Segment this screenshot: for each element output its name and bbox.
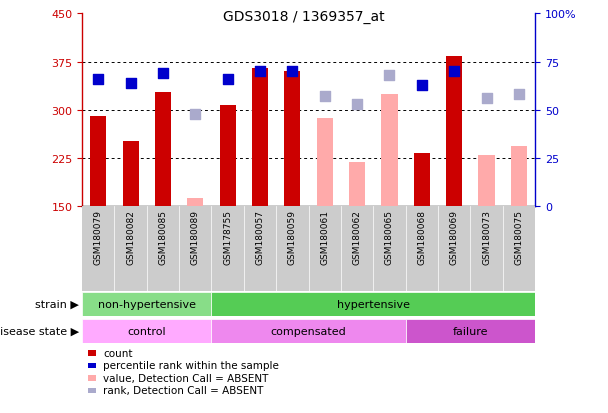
- Text: non-hypertensive: non-hypertensive: [98, 299, 196, 309]
- Bar: [511, 147, 527, 206]
- Point: [417, 82, 427, 89]
- Point: [352, 102, 362, 108]
- Point: [94, 76, 103, 83]
- Bar: [187, 198, 204, 206]
- Point: [449, 69, 459, 75]
- Text: GSM180065: GSM180065: [385, 210, 394, 265]
- Point: [288, 69, 297, 75]
- FancyBboxPatch shape: [212, 319, 406, 343]
- Bar: [252, 69, 268, 206]
- FancyBboxPatch shape: [82, 319, 212, 343]
- Text: GSM180085: GSM180085: [159, 210, 167, 265]
- Text: count: count: [103, 348, 133, 358]
- Bar: [413, 154, 430, 206]
- Point: [255, 69, 265, 75]
- Bar: [123, 141, 139, 206]
- Bar: [155, 93, 171, 206]
- Text: rank, Detection Call = ABSENT: rank, Detection Call = ABSENT: [103, 385, 264, 395]
- Text: hypertensive: hypertensive: [337, 299, 410, 309]
- Bar: [317, 119, 333, 206]
- Text: GSM180073: GSM180073: [482, 210, 491, 265]
- Point: [385, 73, 395, 79]
- Text: GSM180062: GSM180062: [353, 210, 362, 265]
- Text: value, Detection Call = ABSENT: value, Detection Call = ABSENT: [103, 373, 269, 383]
- Text: GSM180075: GSM180075: [514, 210, 523, 265]
- Text: GSM180089: GSM180089: [191, 210, 200, 265]
- Bar: [285, 72, 300, 206]
- Text: strain ▶: strain ▶: [35, 299, 79, 309]
- Text: GSM180079: GSM180079: [94, 210, 103, 265]
- Point: [482, 96, 491, 102]
- Bar: [446, 57, 462, 206]
- Text: control: control: [128, 326, 166, 336]
- Point: [126, 80, 136, 87]
- Text: GSM180069: GSM180069: [450, 210, 458, 265]
- Point: [320, 94, 330, 100]
- Text: GSM180057: GSM180057: [255, 210, 264, 265]
- Bar: [219, 105, 236, 206]
- Text: failure: failure: [452, 326, 488, 336]
- Bar: [381, 95, 398, 206]
- Text: GDS3018 / 1369357_at: GDS3018 / 1369357_at: [223, 10, 385, 24]
- Point: [190, 111, 200, 118]
- Point: [158, 71, 168, 77]
- Text: GSM178755: GSM178755: [223, 210, 232, 265]
- Bar: [478, 155, 494, 206]
- Text: disease state ▶: disease state ▶: [0, 326, 79, 336]
- Text: GSM180082: GSM180082: [126, 210, 135, 265]
- Text: GSM180061: GSM180061: [320, 210, 330, 265]
- FancyBboxPatch shape: [406, 319, 535, 343]
- Bar: [90, 117, 106, 206]
- Point: [514, 92, 523, 98]
- Text: compensated: compensated: [271, 326, 347, 336]
- Text: GSM180059: GSM180059: [288, 210, 297, 265]
- FancyBboxPatch shape: [212, 292, 535, 316]
- Text: GSM180068: GSM180068: [417, 210, 426, 265]
- Point: [223, 76, 232, 83]
- Bar: [349, 163, 365, 206]
- Text: percentile rank within the sample: percentile rank within the sample: [103, 361, 279, 370]
- FancyBboxPatch shape: [82, 292, 212, 316]
